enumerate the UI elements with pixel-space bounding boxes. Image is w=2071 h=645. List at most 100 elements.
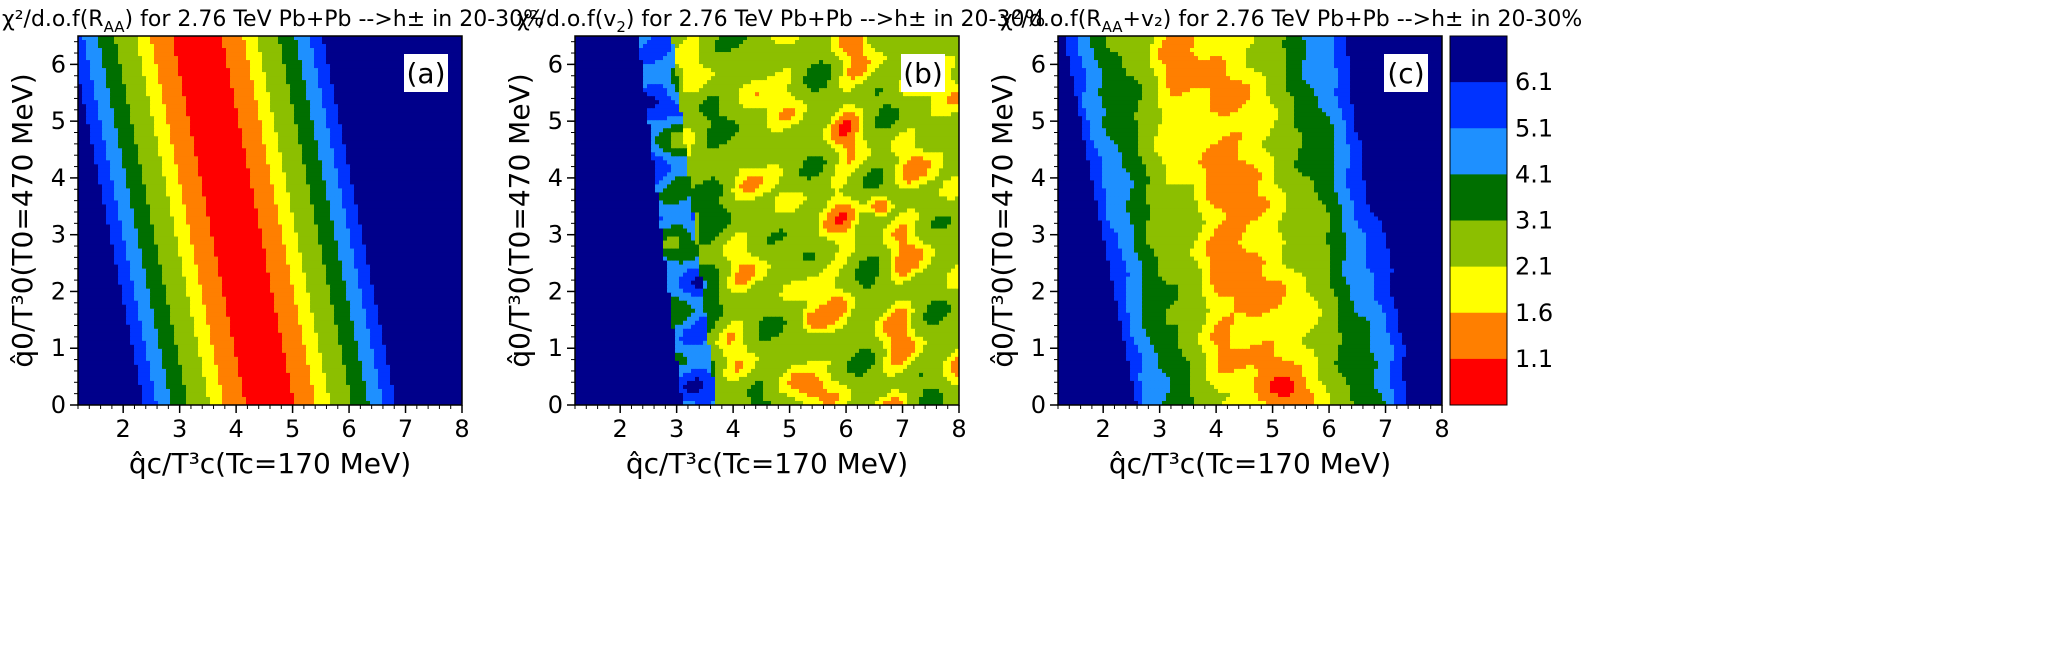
- heatmap-cell: [294, 184, 299, 190]
- heatmap-cell: [322, 132, 327, 137]
- heatmap-cell: [210, 108, 215, 113]
- heatmap-cell: [438, 180, 443, 185]
- heatmap-cell: [330, 112, 335, 117]
- heatmap-cell: [458, 44, 462, 49]
- heatmap-cell: [158, 60, 163, 65]
- heatmap-cell: [454, 240, 459, 246]
- heatmap-cell: [290, 60, 295, 65]
- heatmap-cell: [210, 124, 215, 129]
- heatmap-cell: [274, 52, 279, 57]
- heatmap-cell: [310, 88, 315, 93]
- heatmap-cell: [218, 84, 223, 89]
- heatmap-cell: [442, 172, 447, 177]
- heatmap-cell: [294, 176, 299, 181]
- heatmap-cell: [94, 112, 99, 117]
- heatmap-cell: [418, 176, 423, 181]
- heatmap-cell: [190, 128, 195, 133]
- heatmap-cell: [94, 76, 99, 81]
- heatmap-cell: [306, 180, 311, 185]
- heatmap-cell: [186, 80, 191, 85]
- heatmap-cell: [98, 240, 103, 246]
- heatmap-cell: [318, 88, 323, 93]
- heatmap-cell: [366, 160, 371, 165]
- heatmap-cell: [194, 132, 199, 137]
- heatmap-cell: [334, 120, 339, 125]
- heatmap-cell: [266, 168, 271, 173]
- heatmap-cell: [242, 176, 247, 181]
- heatmap-cell: [154, 204, 159, 210]
- heatmap-cell: [342, 108, 347, 113]
- heatmap-cell: [94, 216, 99, 222]
- heatmap-cell: [314, 100, 319, 105]
- heatmap-cell: [82, 204, 87, 210]
- heatmap-cell: [422, 92, 427, 97]
- heatmap-cell: [210, 200, 215, 206]
- heatmap-cell: [378, 216, 383, 222]
- heatmap-cell: [178, 160, 183, 165]
- heatmap-cell: [442, 216, 447, 222]
- heatmap-cell: [270, 132, 275, 137]
- heatmap-cell: [410, 156, 415, 161]
- heatmap-cell: [126, 212, 131, 218]
- heatmap-cell: [354, 68, 359, 73]
- heatmap-cell: [190, 240, 195, 246]
- heatmap-cell: [194, 116, 199, 121]
- heatmap-cell: [382, 136, 387, 141]
- heatmap-cell: [414, 204, 419, 210]
- heatmap-cell: [306, 240, 311, 246]
- heatmap-cell: [394, 168, 399, 173]
- heatmap-cell: [234, 36, 239, 41]
- heatmap-cell: [446, 148, 451, 153]
- heatmap-cell: [370, 104, 375, 109]
- heatmap-cell: [446, 172, 451, 177]
- heatmap-cell: [106, 132, 111, 137]
- heatmap-cell: [110, 180, 115, 185]
- heatmap-cell: [78, 148, 83, 153]
- heatmap-cell: [338, 204, 343, 210]
- heatmap-cell: [242, 56, 247, 61]
- heatmap-cell: [82, 216, 87, 222]
- heatmap-cell: [86, 164, 91, 169]
- heatmap-cell: [282, 132, 287, 137]
- heatmap-cell: [358, 160, 363, 165]
- heatmap-cell: [346, 192, 351, 198]
- heatmap-cell: [118, 192, 123, 198]
- heatmap-cell: [314, 140, 319, 145]
- heatmap-cell: [246, 124, 251, 129]
- heatmap-cell: [126, 172, 131, 177]
- heatmap-cell: [118, 196, 123, 202]
- heatmap-cell: [234, 176, 239, 181]
- heatmap-cell: [390, 44, 395, 49]
- heatmap-cell: [358, 88, 363, 93]
- heatmap-cell: [358, 224, 363, 230]
- heatmap-cell: [78, 88, 83, 93]
- heatmap-cell: [118, 228, 123, 234]
- heatmap-cell: [138, 228, 143, 234]
- heatmap-cell: [330, 68, 335, 73]
- heatmap-cell: [190, 192, 195, 198]
- heatmap-cell: [294, 92, 299, 97]
- heatmap-cell: [426, 204, 431, 210]
- heatmap-cell: [366, 96, 371, 101]
- heatmap-cell: [306, 100, 311, 105]
- heatmap-cell: [374, 232, 379, 238]
- heatmap-cell: [434, 44, 439, 49]
- heatmap-cell: [194, 76, 199, 81]
- heatmap-cell: [266, 196, 271, 202]
- heatmap-cell: [114, 232, 119, 238]
- heatmap-cell: [394, 68, 399, 73]
- heatmap-cell: [150, 40, 155, 45]
- heatmap-cell: [442, 36, 447, 41]
- heatmap-cell: [146, 204, 151, 210]
- heatmap-cell: [230, 44, 235, 49]
- heatmap-cell: [202, 36, 207, 41]
- heatmap-cell: [434, 176, 439, 181]
- heatmap-cell: [282, 100, 287, 105]
- heatmap-cell: [238, 204, 243, 210]
- heatmap-cell: [350, 168, 355, 173]
- heatmap-cell: [258, 80, 263, 85]
- heatmap-cell: [350, 160, 355, 165]
- heatmap-cell: [130, 220, 135, 226]
- heatmap-cell: [94, 232, 99, 238]
- heatmap-cell: [214, 224, 219, 230]
